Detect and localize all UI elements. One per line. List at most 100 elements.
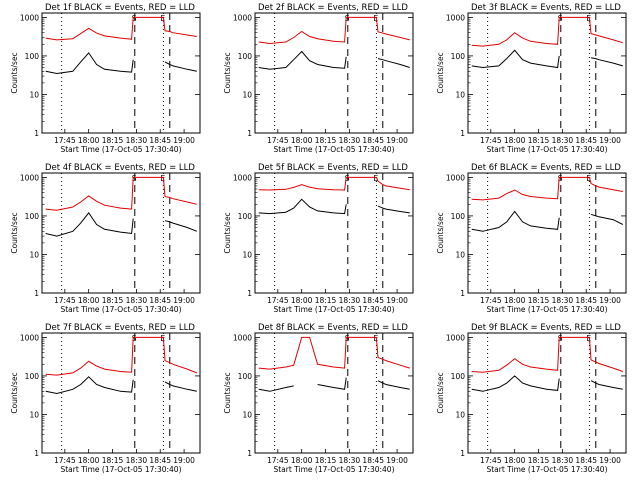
x-tick-label: 18:00: [504, 136, 526, 145]
y-axis-label: Counts/sec: [436, 52, 445, 93]
x-tick-label: 18:15: [315, 136, 337, 145]
y-tick-label: 1: [34, 129, 39, 138]
x-tick-label: 17:45: [267, 456, 289, 465]
events-series-line: [471, 49, 623, 69]
x-tick-label: 17:45: [480, 136, 502, 145]
x-tick-label: 18:15: [315, 456, 337, 465]
x-axis-label: Start Time (17-Oct-05 17:30:40): [486, 145, 607, 154]
events-series-line: [471, 210, 624, 232]
x-tick-label: 19:00: [173, 296, 195, 305]
x-tick-label: 18:15: [102, 456, 124, 465]
events-series-line: [471, 375, 623, 392]
y-tick-label: 10: [29, 250, 39, 259]
y-tick-label: 100: [25, 372, 40, 381]
time-marker-label: S: [132, 334, 137, 343]
x-tick-label: 18:30: [552, 136, 574, 145]
time-marker-label: S: [558, 174, 563, 183]
y-tick-label: 1: [460, 289, 465, 298]
x-tick-label: 18:15: [102, 296, 124, 305]
time-marker-label: E: [160, 14, 165, 23]
x-tick-label: 18:00: [504, 296, 526, 305]
plot-frame: [254, 12, 414, 134]
detector-panel: Det 8f BLACK = Events, RED = LLD 1 10 100 10…: [223, 323, 414, 474]
time-marker-label: E: [373, 334, 378, 343]
time-marker-label: S: [558, 14, 563, 23]
y-tick-label: 100: [451, 372, 466, 381]
x-tick-label: 17:45: [480, 296, 502, 305]
lld-series-line: [471, 16, 623, 47]
y-tick-label: 1: [460, 449, 465, 458]
lld-series-line: [45, 16, 197, 41]
x-tick-label: 18:45: [362, 296, 384, 305]
y-tick-label: 1000: [20, 173, 39, 182]
time-marker-label: E: [586, 14, 591, 23]
x-tick-label: 18:30: [339, 136, 361, 145]
x-tick-label: 18:45: [362, 456, 384, 465]
y-tick-label: 10: [455, 90, 465, 99]
x-axis-label: Start Time (17-Oct-05 17:30:40): [273, 145, 394, 154]
y-tick-label: 1000: [20, 13, 39, 22]
y-tick-label: 100: [238, 52, 253, 61]
time-marker-label: S: [558, 334, 563, 343]
time-marker-label: E: [586, 174, 591, 183]
plot-frame: [41, 12, 201, 134]
detector-panel: Det 5f BLACK = Events, RED = LLD 1 10 100 10…: [223, 163, 414, 314]
x-tick-label: 18:45: [149, 456, 171, 465]
panel-title: Det 1f BLACK = Events, RED = LLD: [45, 3, 195, 13]
x-tick-label: 18:30: [552, 456, 574, 465]
panel-title: Det 9f BLACK = Events, RED = LLD: [471, 323, 621, 333]
x-axis-label: Start Time (17-Oct-05 17:30:40): [60, 145, 181, 154]
x-tick-label: 18:15: [102, 136, 124, 145]
x-tick-label: 17:45: [480, 456, 502, 465]
x-axis-label: Start Time (17-Oct-05 17:30:40): [60, 305, 181, 314]
y-axis-label: Counts/sec: [10, 372, 19, 413]
x-tick-label: 19:00: [173, 136, 195, 145]
plot-frame: [254, 332, 414, 454]
panel-title: Det 5f BLACK = Events, RED = LLD: [258, 163, 408, 173]
y-tick-label: 1000: [20, 333, 39, 342]
y-tick-label: 1000: [233, 13, 252, 22]
x-tick-label: 18:00: [504, 456, 526, 465]
x-axis-label: Start Time (17-Oct-05 17:30:40): [273, 305, 394, 314]
x-tick-label: 19:00: [599, 296, 621, 305]
y-tick-label: 1000: [233, 333, 252, 342]
time-marker-label: E: [373, 14, 378, 23]
events-series-line: [258, 377, 410, 392]
detector-panel: Det 3f BLACK = Events, RED = LLD 1 10 100 10…: [436, 3, 627, 154]
y-tick-label: 1000: [446, 13, 465, 22]
lld-series-line: [45, 176, 197, 211]
panel-title: Det 4f BLACK = Events, RED = LLD: [45, 163, 195, 173]
x-tick-label: 18:30: [339, 296, 361, 305]
x-tick-label: 19:00: [386, 296, 408, 305]
lld-series-line: [258, 16, 410, 45]
events-series-line: [258, 198, 410, 215]
y-axis-label: Counts/sec: [436, 212, 445, 253]
y-tick-label: 1: [34, 449, 39, 458]
y-tick-label: 10: [242, 90, 252, 99]
x-axis-label: Start Time (17-Oct-05 17:30:40): [486, 465, 607, 474]
y-axis-label: Counts/sec: [436, 372, 445, 413]
y-tick-label: 10: [455, 410, 465, 419]
x-tick-label: 18:30: [126, 456, 148, 465]
time-marker-label: E: [160, 334, 165, 343]
panel-title: Det 7f BLACK = Events, RED = LLD: [45, 323, 195, 333]
time-marker-label: S: [132, 14, 137, 23]
panel-title: Det 3f BLACK = Events, RED = LLD: [471, 3, 621, 13]
y-tick-label: 100: [238, 372, 253, 381]
x-tick-label: 18:45: [575, 456, 597, 465]
x-tick-label: 18:45: [362, 136, 384, 145]
plot-frame: [467, 12, 627, 134]
x-tick-label: 18:15: [315, 296, 337, 305]
y-tick-label: 100: [25, 52, 40, 61]
y-tick-label: 1: [247, 449, 252, 458]
lld-series-line: [471, 176, 623, 201]
time-marker-label: E: [586, 334, 591, 343]
x-tick-label: 17:45: [267, 296, 289, 305]
x-tick-label: 18:30: [126, 136, 148, 145]
time-marker-label: E: [373, 174, 378, 183]
x-tick-label: 18:00: [78, 136, 100, 145]
lld-series-line: [471, 336, 623, 373]
x-tick-label: 18:15: [528, 296, 550, 305]
x-tick-label: 18:15: [528, 136, 550, 145]
